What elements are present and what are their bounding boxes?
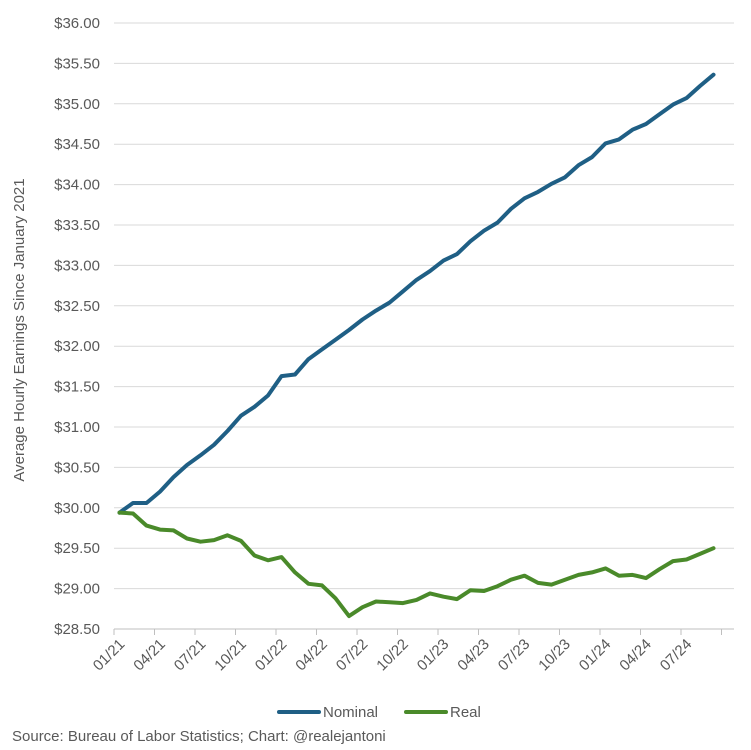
- y-tick-label: $35.50: [54, 55, 100, 72]
- y-axis-ticks: $28.50 $29.00 $29.50 $30.00 $30.50 $31.00 $31.…: [54, 15, 100, 638]
- x-tick-label: 01/24: [576, 636, 615, 675]
- x-tick-label: 10/22: [373, 636, 412, 675]
- y-tick-label: $36.00: [54, 15, 100, 32]
- legend-label-nominal: Nominal: [323, 704, 378, 721]
- x-tick-label: 04/22: [292, 636, 331, 675]
- y-tick-label: $34.50: [54, 136, 100, 153]
- x-tick-label: 07/21: [171, 636, 210, 675]
- x-tick-label: 10/23: [535, 636, 574, 675]
- x-tick-label: 01/23: [414, 636, 453, 675]
- series-line-real: [117, 510, 716, 619]
- x-axis-ticks: 01/21 04/21 07/21 10/21 01/22 04/22 07/22 10/22…: [90, 636, 696, 675]
- y-tick-label: $31.50: [54, 379, 100, 396]
- y-tick-label: $34.00: [54, 177, 100, 194]
- x-tick-label: 07/24: [657, 636, 696, 675]
- x-tick-label: 04/23: [454, 636, 493, 675]
- y-tick-label: $30.50: [54, 459, 100, 476]
- y-tick-label: $32.00: [54, 338, 100, 355]
- y-tick-label: $30.00: [54, 500, 100, 517]
- series-lines: [117, 72, 716, 619]
- x-tick-label: 07/23: [495, 636, 534, 675]
- x-tick-label: 07/22: [333, 636, 372, 675]
- y-tick-label: $28.50: [54, 621, 100, 638]
- source-note: Source: Bureau of Labor Statistics; Char…: [12, 728, 386, 745]
- x-axis: [113, 628, 734, 635]
- legend-label-real: Real: [450, 704, 481, 721]
- y-tick-label: $35.00: [54, 96, 100, 113]
- y-tick-label: $31.00: [54, 419, 100, 436]
- y-tick-label: $33.00: [54, 257, 100, 274]
- y-tick-label: $29.00: [54, 581, 100, 598]
- series-line-nominal: [117, 72, 716, 515]
- x-tick-label: 10/21: [211, 636, 250, 675]
- y-tick-label: $29.50: [54, 540, 100, 557]
- x-tick-label: 04/24: [616, 636, 655, 675]
- gridlines: [114, 22, 734, 590]
- y-axis-label: Average Hourly Earnings Since January 20…: [11, 178, 28, 481]
- x-tick-label: 01/21: [90, 636, 129, 675]
- x-tick-label: 01/22: [252, 636, 291, 675]
- y-tick-label: $32.50: [54, 298, 100, 315]
- legend: Nominal Real: [277, 704, 481, 721]
- y-tick-label: $33.50: [54, 217, 100, 234]
- x-tick-label: 04/21: [130, 636, 169, 675]
